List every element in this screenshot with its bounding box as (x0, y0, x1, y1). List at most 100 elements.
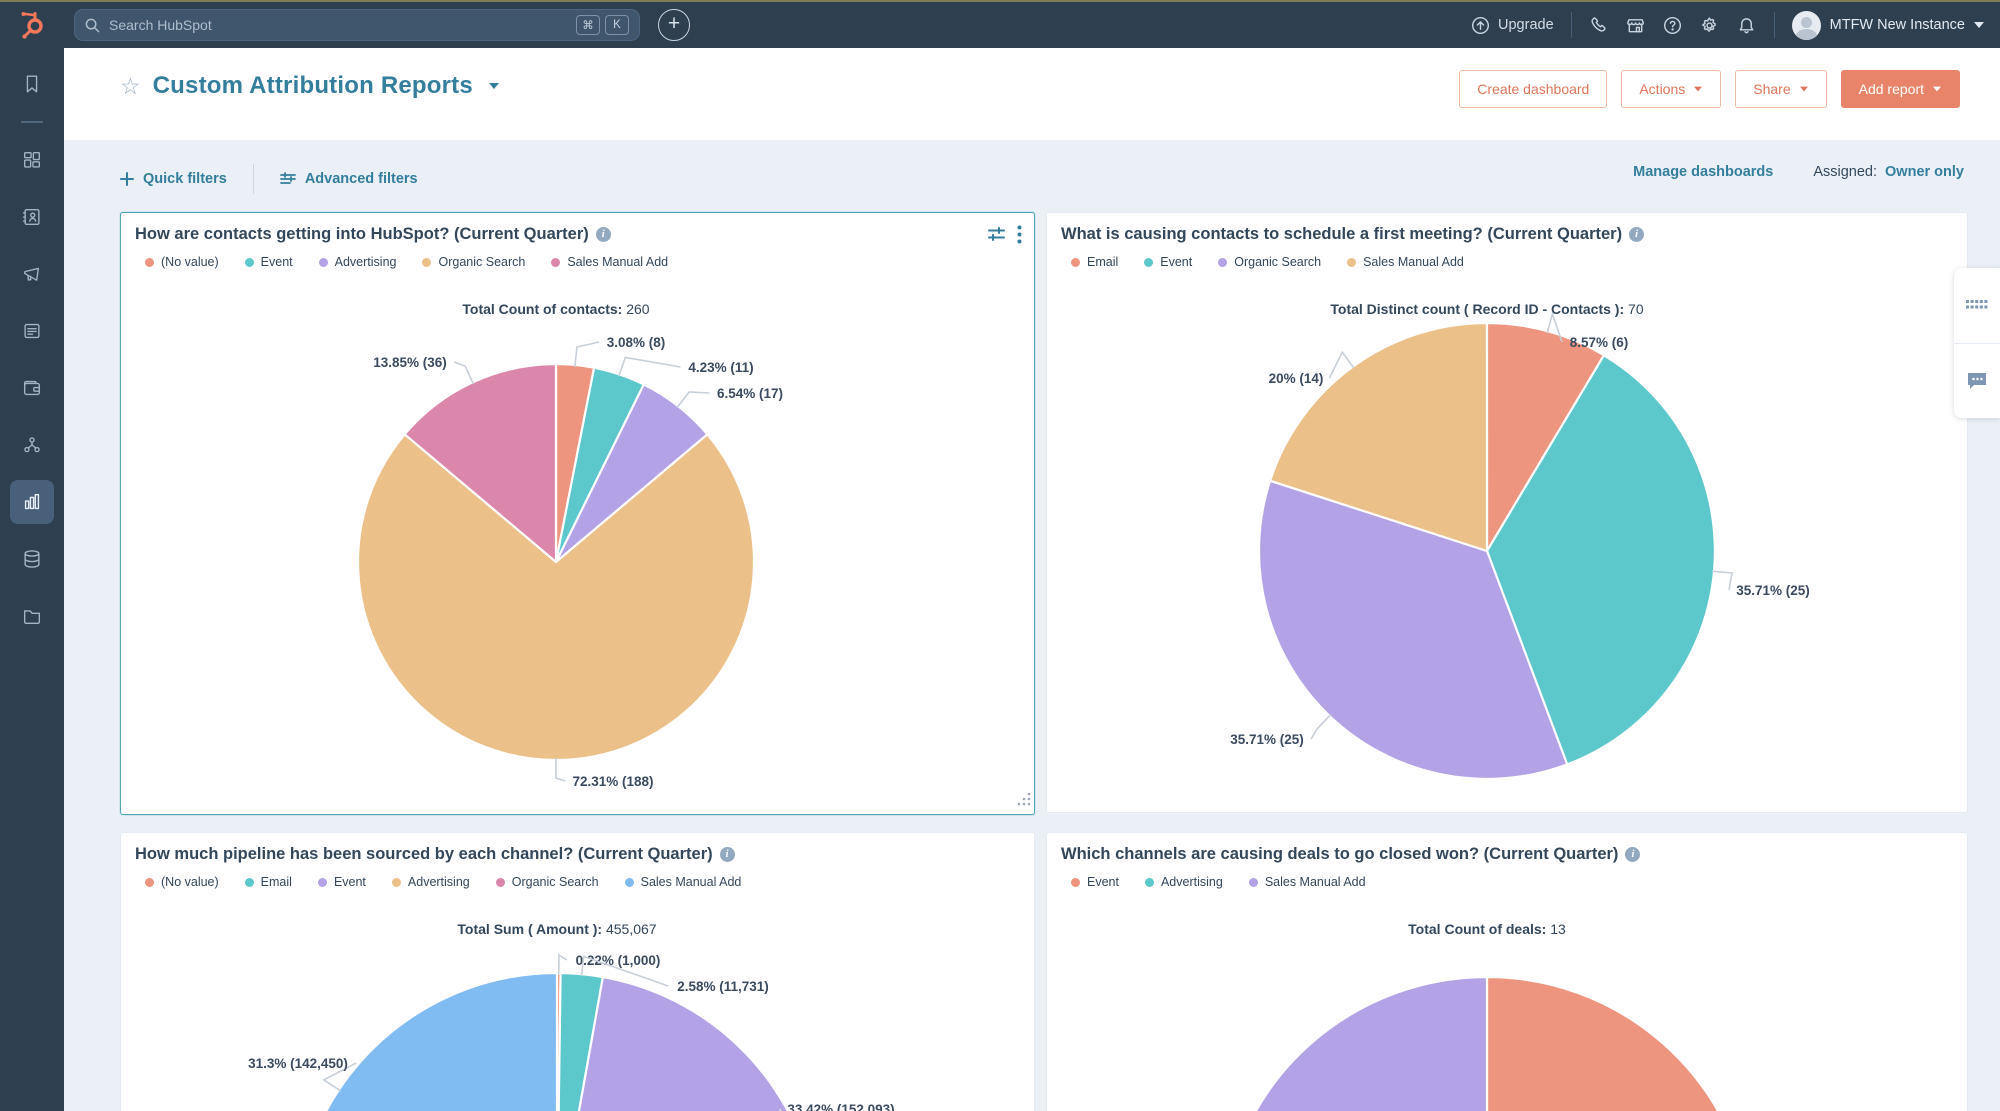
manage-dashboards-link[interactable]: Manage dashboards (1633, 164, 1773, 180)
slice-data-label: 31.3% (142,450) (248, 1056, 348, 1071)
notifications-bell-icon[interactable] (1737, 15, 1757, 35)
pie-chart: 8.57% (6) 35.71% (25) 35.71% (25) 20% (14) (1047, 213, 1969, 814)
upgrade-label: Upgrade (1498, 17, 1554, 33)
sidebar-item-reporting[interactable] (10, 480, 54, 524)
label-leader-line (1311, 714, 1331, 739)
slice-data-label: 4.23% (11) (688, 360, 753, 375)
sidebar-item-library[interactable] (10, 594, 54, 638)
quick-filters-label: Quick filters (143, 171, 227, 187)
slice-data-label: 35.71% (25) (1230, 732, 1304, 747)
resize-handle[interactable] (1017, 792, 1031, 811)
help-icon[interactable] (1663, 15, 1683, 35)
sliders-icon (280, 172, 296, 186)
hubspot-logo-icon[interactable] (14, 8, 48, 42)
slice-data-label: 3.08% (8) (607, 335, 666, 350)
comments-button[interactable] (1954, 344, 2000, 419)
report-card-contacts-source[interactable]: How are contacts getting into HubSpot? (… (120, 212, 1035, 815)
report-card-closed-won-channels[interactable]: Which channels are causing deals to go c… (1046, 832, 1968, 1111)
pie-chart: 3.08% (8) 4.23% (11) 6.54% (17) 72.31% (188… (121, 213, 1036, 816)
sidebar-item-data[interactable] (10, 537, 54, 581)
sidebar-item-content[interactable] (10, 309, 54, 353)
pie-chart (1047, 833, 1969, 1111)
create-dashboard-button[interactable]: Create dashboard (1459, 70, 1607, 108)
actions-button[interactable]: Actions (1621, 70, 1721, 108)
megaphone-icon (21, 263, 43, 285)
filter-toolbar: Quick filters Advanced filters Manage da… (64, 158, 2000, 198)
k-key-badge: K (605, 15, 629, 35)
sidebar-nav (0, 48, 64, 1111)
label-leader-line (575, 342, 599, 367)
slice-data-label: 2.58% (11,731) (677, 979, 769, 994)
share-button[interactable]: Share (1735, 70, 1826, 108)
report-card-first-meeting[interactable]: What is causing contacts to schedule a f… (1046, 212, 1968, 813)
assigned-value-link[interactable]: Owner only (1885, 164, 1964, 180)
database-icon (21, 548, 43, 570)
report-card-pipeline-by-channel[interactable]: How much pipeline has been sourced by ea… (120, 832, 1035, 1111)
settings-gear-icon[interactable] (1700, 15, 1720, 35)
global-search[interactable]: Search HubSpot ⌘ K (74, 9, 640, 41)
bar-chart-icon (21, 491, 43, 513)
advanced-filters-button[interactable]: Advanced filters (280, 171, 418, 187)
pie-slice-event[interactable] (1487, 977, 1753, 1111)
hubspot-dashboard: Search HubSpot ⌘ K + Upgrade (0, 0, 2000, 1111)
avatar (1792, 11, 1821, 40)
chevron-down-icon (1800, 87, 1808, 92)
slice-data-label: 6.54% (17) (717, 386, 783, 401)
contacts-icon (21, 206, 43, 228)
sidebar-item-commerce[interactable] (10, 366, 54, 410)
plus-icon (120, 172, 134, 186)
slice-data-label: 72.31% (188) (572, 774, 653, 789)
window-edge (0, 0, 2000, 2)
add-report-button[interactable]: Add report (1841, 70, 1960, 108)
slice-data-label: 35.71% (25) (1736, 583, 1810, 598)
navbar-divider (1774, 12, 1775, 38)
page-title: Custom Attribution Reports (153, 72, 473, 100)
quick-filters-button[interactable]: Quick filters (120, 171, 227, 187)
search-placeholder: Search HubSpot (109, 17, 571, 33)
quick-create-button[interactable]: + (658, 9, 690, 41)
actions-label: Actions (1639, 81, 1685, 97)
sidebar-item-automations[interactable] (10, 423, 54, 467)
search-icon (85, 18, 100, 33)
comment-bubble-icon (1966, 371, 1988, 391)
workflow-icon (21, 434, 43, 456)
pie-slice-sales-manual-add[interactable] (1221, 977, 1487, 1111)
top-navbar: Search HubSpot ⌘ K + Upgrade (0, 2, 2000, 48)
upgrade-button[interactable]: Upgrade (1470, 15, 1554, 35)
collaboration-panel (1954, 268, 2000, 418)
slice-data-label: 13.85% (36) (373, 355, 447, 370)
favorite-star-icon[interactable]: ☆ (120, 75, 141, 98)
cmd-key-badge: ⌘ (576, 15, 600, 35)
assigned-label: Assigned: (1813, 164, 1877, 180)
sidebar-item-bookmarks[interactable] (10, 62, 54, 106)
account-menu[interactable]: MTFW New Instance (1792, 11, 1984, 40)
label-leader-line (556, 758, 566, 781)
document-icon (21, 320, 43, 342)
wallet-icon (21, 377, 43, 399)
calls-icon[interactable] (1589, 15, 1609, 35)
sidebar-item-workspace[interactable] (10, 138, 54, 182)
sidebar-item-crm[interactable] (10, 195, 54, 239)
account-name: MTFW New Instance (1830, 17, 1965, 33)
bookmark-icon (21, 73, 43, 95)
pie-slice-sales-manual-add[interactable] (295, 973, 557, 1111)
pie-chart: 0.22% (1,000) 2.58% (11,731) 33.42% (152,0… (121, 833, 1036, 1111)
marketplace-icon[interactable] (1626, 15, 1646, 35)
navbar-divider (1571, 12, 1572, 38)
slice-data-label: 8.57% (6) (1570, 335, 1629, 350)
chevron-down-icon (1933, 87, 1941, 92)
dashboard-switcher-caret-icon[interactable] (489, 83, 499, 89)
slice-data-label: 20% (14) (1269, 371, 1324, 386)
upgrade-icon (1470, 15, 1490, 35)
slice-data-label: 0.22% (1,000) (576, 953, 661, 968)
chevron-down-icon (1694, 87, 1702, 92)
sidebar-item-marketing[interactable] (10, 252, 54, 296)
share-label: Share (1753, 81, 1790, 97)
slice-data-label: 33.42% (152,093) (787, 1102, 894, 1111)
filter-divider (253, 164, 254, 194)
label-leader-line (1712, 571, 1732, 590)
add-report-label: Add report (1859, 81, 1924, 97)
drag-grip-button[interactable] (1954, 268, 2000, 343)
grid-icon (21, 149, 43, 171)
label-leader-line (677, 392, 710, 408)
